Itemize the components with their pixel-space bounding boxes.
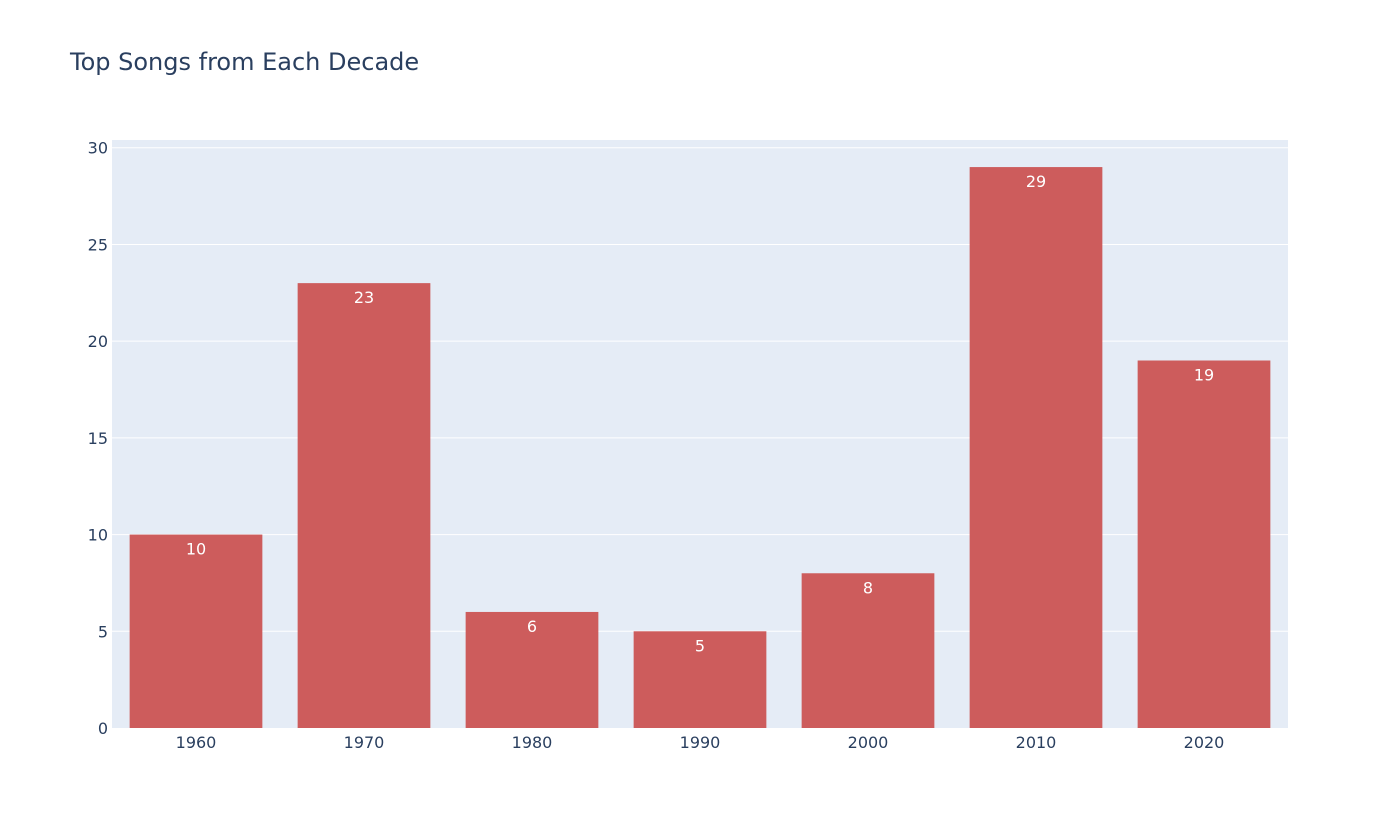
y-tick-label: 5 (98, 622, 108, 641)
y-tick-label: 15 (88, 429, 108, 448)
bar-2020 (1137, 360, 1271, 728)
data-label-2020: 19 (1194, 366, 1214, 385)
bar-1980 (465, 611, 599, 728)
x-tick-label-1990: 1990 (680, 733, 721, 752)
y-tick-label: 0 (98, 719, 108, 738)
x-axis-ticks: 1960 1970 1980 1990 2000 2010 2020 (176, 733, 1225, 752)
x-tick-label-2010: 2010 (1016, 733, 1057, 752)
x-tick-label-1980: 1980 (512, 733, 553, 752)
bar-1970 (297, 283, 431, 728)
bar-1960 (129, 534, 263, 728)
data-label-1970: 23 (354, 288, 374, 307)
y-tick-label: 25 (88, 235, 108, 254)
y-axis-ticks: 0 5 10 15 20 25 30 (88, 139, 108, 738)
x-tick-label-2020: 2020 (1184, 733, 1225, 752)
data-label-2000: 8 (863, 578, 873, 597)
data-label-2010: 29 (1026, 172, 1046, 191)
x-tick-label-1970: 1970 (344, 733, 385, 752)
bar-2010 (969, 167, 1103, 728)
x-tick-label-1960: 1960 (176, 733, 217, 752)
bars: 10 23 6 5 8 29 19 (129, 167, 1271, 728)
x-tick-label-2000: 2000 (848, 733, 889, 752)
bar-1990 (633, 631, 767, 728)
chart-title: Top Songs from Each Decade (69, 48, 419, 76)
y-tick-label: 30 (88, 139, 108, 158)
y-tick-label: 10 (88, 526, 108, 545)
bar-2000 (801, 573, 935, 728)
data-label-1990: 5 (695, 636, 705, 655)
y-tick-label: 20 (88, 332, 108, 351)
data-label-1980: 6 (527, 617, 537, 636)
data-label-1960: 10 (186, 540, 206, 559)
